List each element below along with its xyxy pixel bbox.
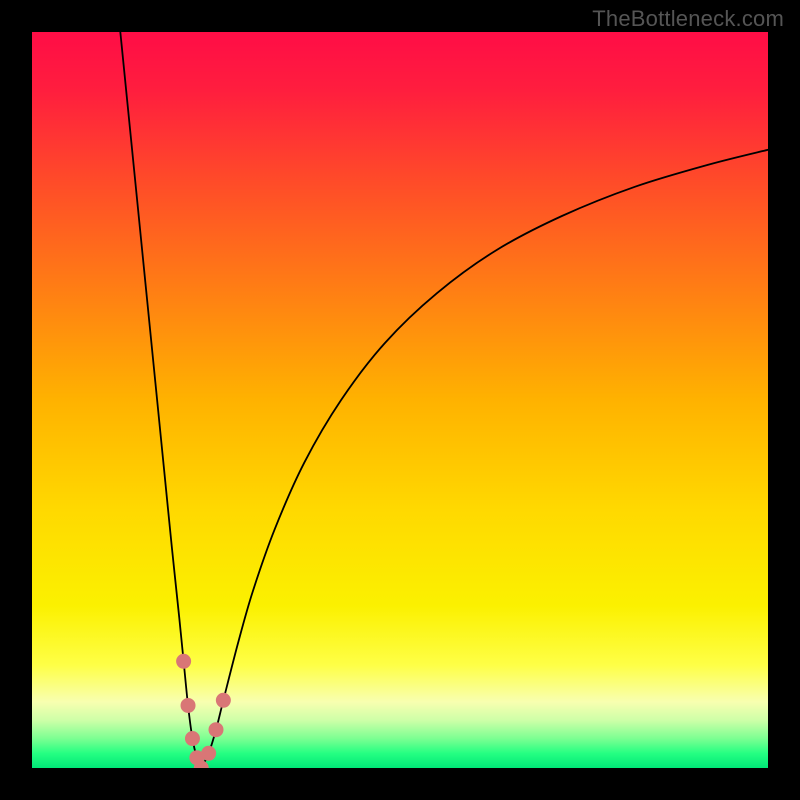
curve-marker xyxy=(216,693,230,707)
curve-marker xyxy=(185,732,199,746)
curve-marker xyxy=(209,723,223,737)
plot-background xyxy=(32,32,768,768)
curve-marker xyxy=(177,654,191,668)
watermark-text: TheBottleneck.com xyxy=(592,6,784,32)
curve-marker xyxy=(202,746,216,760)
bottleneck-chart xyxy=(32,32,768,768)
chart-container: TheBottleneck.com xyxy=(0,0,800,800)
curve-marker xyxy=(181,698,195,712)
